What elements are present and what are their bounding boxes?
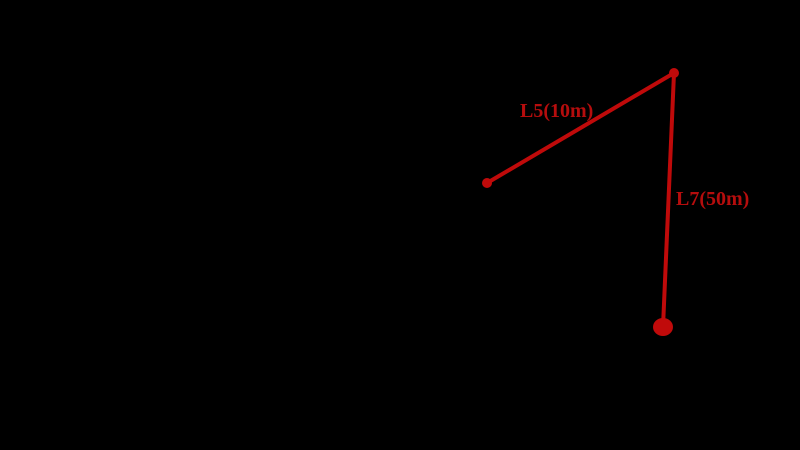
link-label-L7: L7(50m) bbox=[676, 188, 749, 210]
node-bottom-dot bbox=[653, 318, 673, 336]
node-left-dot bbox=[482, 178, 492, 188]
link-line-L5 bbox=[485, 71, 676, 185]
link-label-L5: L5(10m) bbox=[520, 100, 593, 122]
node-top-dot bbox=[669, 68, 679, 78]
link-line-L7 bbox=[661, 71, 676, 329]
